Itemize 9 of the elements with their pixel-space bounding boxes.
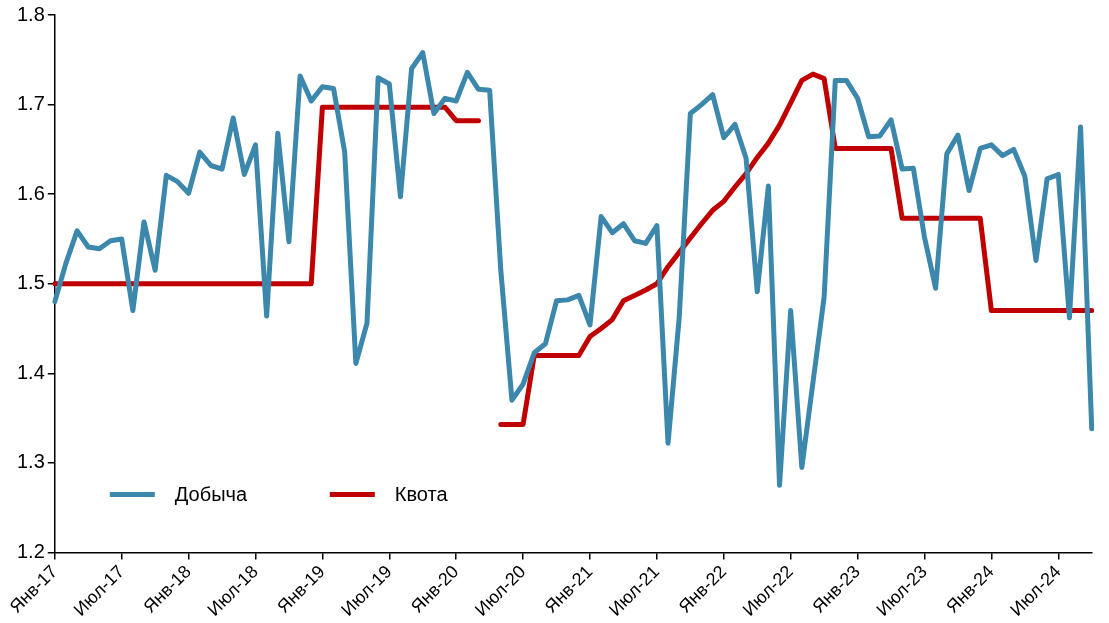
- y-tick-label: 1.4: [16, 360, 45, 383]
- legend-label: Добыча: [174, 483, 248, 506]
- legend-label: Квота: [394, 483, 449, 506]
- y-tick-label: 1.6: [16, 181, 45, 204]
- y-tick-label: 1.7: [16, 92, 45, 115]
- y-tick-label: 1.5: [16, 271, 45, 294]
- y-tick-label: 1.8: [16, 2, 45, 25]
- y-tick-label: 1.3: [16, 450, 45, 473]
- y-tick-label: 1.2: [16, 540, 45, 563]
